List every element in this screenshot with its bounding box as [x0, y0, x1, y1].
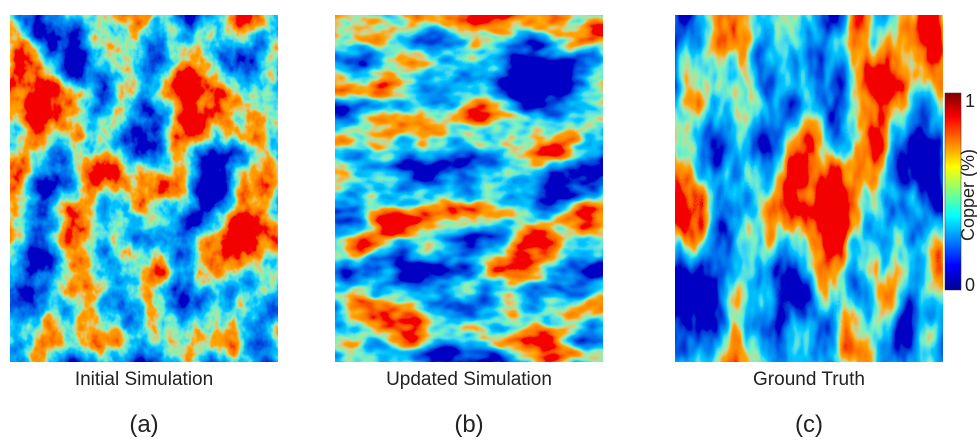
colorbar-top-label: 1 — [965, 91, 975, 111]
panel-label: (b) — [454, 411, 483, 438]
panel-label: (c) — [795, 411, 823, 438]
heatmap-image — [10, 15, 278, 362]
panel-caption: Updated Simulation — [386, 369, 552, 390]
panel-caption: Initial Simulation — [75, 369, 213, 390]
colorbar-title: Copper (%) — [958, 149, 977, 241]
heatmap-image — [335, 15, 603, 362]
panel-caption: Ground Truth — [753, 369, 865, 390]
figure: Initial Simulation Updated Simulation Gr… — [0, 0, 977, 438]
colorbar-bottom-label: 0 — [965, 275, 975, 295]
heatmap-image — [675, 15, 943, 362]
panel-label: (a) — [129, 411, 158, 438]
